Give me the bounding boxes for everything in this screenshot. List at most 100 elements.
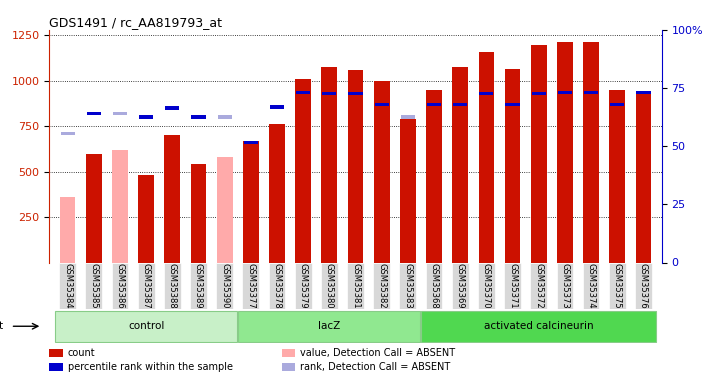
Text: GSM35378: GSM35378 — [272, 263, 282, 309]
Bar — [282, 349, 296, 357]
Text: agent: agent — [0, 321, 4, 331]
Text: activated calcineurin: activated calcineurin — [484, 321, 593, 331]
Bar — [269, 124, 285, 262]
Bar — [479, 92, 494, 95]
Bar — [348, 92, 363, 95]
FancyBboxPatch shape — [216, 263, 233, 309]
Bar — [505, 69, 520, 262]
Text: rank, Detection Call = ABSENT: rank, Detection Call = ABSENT — [301, 362, 451, 372]
Bar — [165, 135, 180, 262]
FancyBboxPatch shape — [583, 263, 600, 309]
Bar — [531, 45, 546, 262]
Bar — [165, 106, 180, 110]
Bar — [400, 119, 416, 262]
FancyBboxPatch shape — [269, 263, 285, 309]
Bar — [374, 81, 389, 262]
Bar — [113, 112, 127, 116]
Text: GSM35369: GSM35369 — [455, 263, 465, 309]
FancyBboxPatch shape — [478, 263, 495, 309]
Text: GSM35374: GSM35374 — [586, 263, 596, 309]
Text: GSM35384: GSM35384 — [63, 263, 72, 309]
Bar — [322, 92, 337, 95]
Text: GSM35382: GSM35382 — [377, 263, 386, 309]
FancyBboxPatch shape — [164, 263, 181, 309]
Bar — [295, 79, 311, 262]
FancyBboxPatch shape — [85, 263, 102, 309]
Bar — [296, 91, 310, 94]
Bar — [453, 67, 468, 262]
Text: GSM35383: GSM35383 — [403, 263, 413, 309]
Text: GSM35385: GSM35385 — [89, 263, 99, 309]
Text: count: count — [68, 348, 95, 358]
Text: GSM35376: GSM35376 — [639, 263, 648, 309]
Text: GSM35387: GSM35387 — [142, 263, 151, 309]
Bar — [636, 94, 651, 262]
Text: GSM35373: GSM35373 — [560, 263, 570, 309]
Bar — [427, 103, 441, 106]
Text: GSM35377: GSM35377 — [246, 263, 256, 309]
FancyBboxPatch shape — [373, 263, 390, 309]
Text: value, Detection Call = ABSENT: value, Detection Call = ABSENT — [301, 348, 455, 358]
Bar — [636, 91, 650, 94]
FancyBboxPatch shape — [321, 263, 338, 309]
Bar — [532, 92, 546, 95]
Bar — [87, 112, 101, 116]
FancyBboxPatch shape — [609, 263, 626, 309]
Text: GDS1491 / rc_AA819793_at: GDS1491 / rc_AA819793_at — [49, 16, 222, 29]
Bar — [243, 141, 258, 262]
Bar — [610, 90, 625, 262]
Text: percentile rank within the sample: percentile rank within the sample — [68, 362, 232, 372]
Text: GSM35389: GSM35389 — [194, 263, 203, 309]
Bar — [375, 103, 389, 106]
FancyBboxPatch shape — [530, 263, 547, 309]
FancyBboxPatch shape — [55, 311, 237, 342]
Bar — [218, 116, 232, 119]
Bar — [138, 175, 154, 262]
Bar — [584, 91, 598, 94]
Bar — [217, 157, 232, 262]
FancyBboxPatch shape — [426, 263, 442, 309]
FancyBboxPatch shape — [190, 263, 207, 309]
Bar — [583, 42, 599, 262]
Bar — [191, 116, 206, 119]
Bar — [479, 52, 494, 262]
FancyBboxPatch shape — [635, 263, 652, 309]
FancyBboxPatch shape — [557, 263, 573, 309]
Bar — [49, 349, 63, 357]
Text: lacZ: lacZ — [318, 321, 341, 331]
Text: GSM35381: GSM35381 — [351, 263, 360, 309]
FancyBboxPatch shape — [422, 311, 656, 342]
Text: GSM35388: GSM35388 — [168, 263, 177, 309]
Text: GSM35372: GSM35372 — [534, 263, 543, 309]
Bar — [244, 141, 258, 144]
Bar — [191, 164, 206, 262]
Text: GSM35390: GSM35390 — [220, 263, 229, 309]
FancyBboxPatch shape — [452, 263, 469, 309]
FancyBboxPatch shape — [399, 263, 416, 309]
FancyBboxPatch shape — [504, 263, 521, 309]
Text: GSM35379: GSM35379 — [298, 263, 308, 309]
Text: GSM35375: GSM35375 — [612, 263, 622, 309]
Bar — [322, 67, 337, 262]
Bar — [112, 150, 128, 262]
Text: GSM35380: GSM35380 — [325, 263, 334, 309]
Bar — [282, 363, 296, 371]
FancyBboxPatch shape — [111, 263, 128, 309]
Bar — [558, 91, 572, 94]
Bar — [505, 103, 520, 106]
Bar — [348, 70, 363, 262]
Bar — [60, 197, 75, 262]
FancyBboxPatch shape — [347, 263, 364, 309]
Bar — [610, 103, 624, 106]
Bar — [270, 105, 284, 109]
FancyBboxPatch shape — [238, 311, 420, 342]
Text: GSM35370: GSM35370 — [482, 263, 491, 309]
Bar — [49, 363, 63, 371]
Text: GSM35368: GSM35368 — [429, 263, 439, 309]
FancyBboxPatch shape — [295, 263, 312, 309]
FancyBboxPatch shape — [59, 263, 76, 309]
Bar — [139, 116, 153, 119]
FancyBboxPatch shape — [242, 263, 259, 309]
FancyBboxPatch shape — [138, 263, 154, 309]
Text: GSM35386: GSM35386 — [115, 263, 125, 309]
